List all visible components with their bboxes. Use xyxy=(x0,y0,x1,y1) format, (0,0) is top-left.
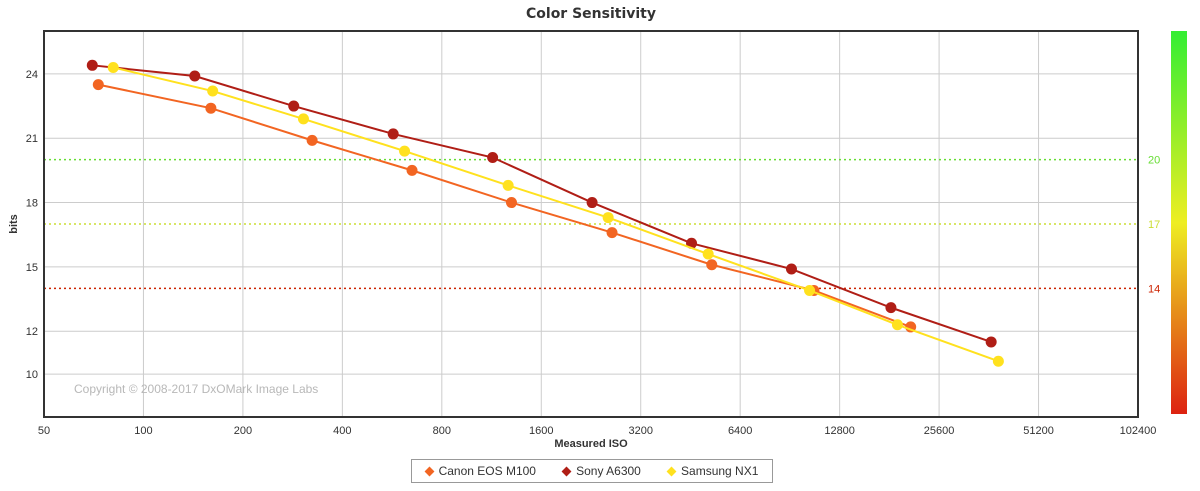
data-point[interactable] xyxy=(487,152,499,164)
series-line xyxy=(98,83,912,328)
chart-title: Color Sensitivity xyxy=(526,6,656,22)
data-point[interactable] xyxy=(207,85,219,97)
reference-lines xyxy=(44,158,1138,290)
legend-label: Sony A6300 xyxy=(576,464,641,478)
data-point[interactable] xyxy=(785,263,797,275)
x-tick-label: 200 xyxy=(234,425,252,437)
series-1 xyxy=(86,59,997,348)
legend-marker-icon xyxy=(424,466,435,476)
reference-line-label: 17 xyxy=(1148,219,1160,231)
x-tick-label: 6400 xyxy=(728,425,752,437)
legend-label: Canon EOS M100 xyxy=(438,464,536,478)
data-point[interactable] xyxy=(992,355,1004,367)
x-tick-label: 3200 xyxy=(628,425,652,437)
data-point[interactable] xyxy=(406,164,418,176)
y-tick-label: 21 xyxy=(26,133,38,145)
y-tick-label: 18 xyxy=(26,198,38,210)
series-2 xyxy=(107,61,1004,367)
y-tick-label: 12 xyxy=(26,326,38,338)
x-tick-label: 800 xyxy=(433,425,451,437)
legend-label: Samsung NX1 xyxy=(681,464,759,478)
y-tick-label: 24 xyxy=(26,69,38,81)
data-point[interactable] xyxy=(86,59,98,71)
data-point[interactable] xyxy=(702,248,714,260)
reference-line-label: 14 xyxy=(1148,283,1160,295)
data-point[interactable] xyxy=(387,128,399,140)
x-tick-label: 51200 xyxy=(1023,425,1054,437)
series-0 xyxy=(92,79,917,333)
data-point[interactable] xyxy=(399,145,411,157)
legend-item[interactable]: Canon EOS M100 xyxy=(424,464,536,478)
series-line xyxy=(92,64,992,343)
legend-marker-icon xyxy=(666,466,677,476)
data-point[interactable] xyxy=(297,113,309,125)
data-point[interactable] xyxy=(885,302,897,314)
x-tick-label: 100 xyxy=(134,425,152,437)
data-point[interactable] xyxy=(985,336,997,348)
data-point[interactable] xyxy=(804,284,816,296)
color-scale-bar xyxy=(1171,31,1187,414)
data-point[interactable] xyxy=(706,259,718,271)
series-line xyxy=(112,66,999,363)
legend-item[interactable]: Samsung NX1 xyxy=(666,464,759,478)
y-tick-label: 10 xyxy=(26,369,38,381)
data-point[interactable] xyxy=(306,134,318,146)
y-axis-label: bits xyxy=(8,214,20,234)
x-tick-label: 1600 xyxy=(529,425,553,437)
x-tick-label: 400 xyxy=(333,425,351,437)
data-point[interactable] xyxy=(205,102,217,114)
copyright-text: Copyright © 2008-2017 DxOMark Image Labs xyxy=(74,382,318,396)
data-point[interactable] xyxy=(107,61,119,73)
data-point[interactable] xyxy=(505,197,517,209)
data-point[interactable] xyxy=(288,100,300,112)
plot-frame xyxy=(43,30,1139,418)
data-point[interactable] xyxy=(502,179,514,191)
data-point[interactable] xyxy=(606,227,618,239)
legend-item[interactable]: Sony A6300 xyxy=(561,464,641,478)
tick-labels: 50 100 200 400 800 1600 3200 6400 12800 25600 5120… xyxy=(26,69,1161,437)
data-point[interactable] xyxy=(189,70,201,82)
y-tick-label: 15 xyxy=(26,262,38,274)
data-point[interactable] xyxy=(891,319,903,331)
series-layer xyxy=(86,59,1004,367)
legend: Canon EOS M100 Sony A6300 Samsung NX1 xyxy=(411,459,773,483)
x-axis-label: Measured ISO xyxy=(554,438,628,450)
data-point[interactable] xyxy=(586,197,598,209)
data-point[interactable] xyxy=(92,79,104,91)
x-tick-label: 50 xyxy=(38,425,50,437)
x-tick-label: 102400 xyxy=(1120,425,1157,437)
reference-line-label: 20 xyxy=(1148,155,1160,167)
data-point[interactable] xyxy=(602,212,614,224)
x-tick-label: 25600 xyxy=(924,425,955,437)
legend-marker-icon xyxy=(561,466,572,476)
x-tick-label: 12800 xyxy=(824,425,855,437)
